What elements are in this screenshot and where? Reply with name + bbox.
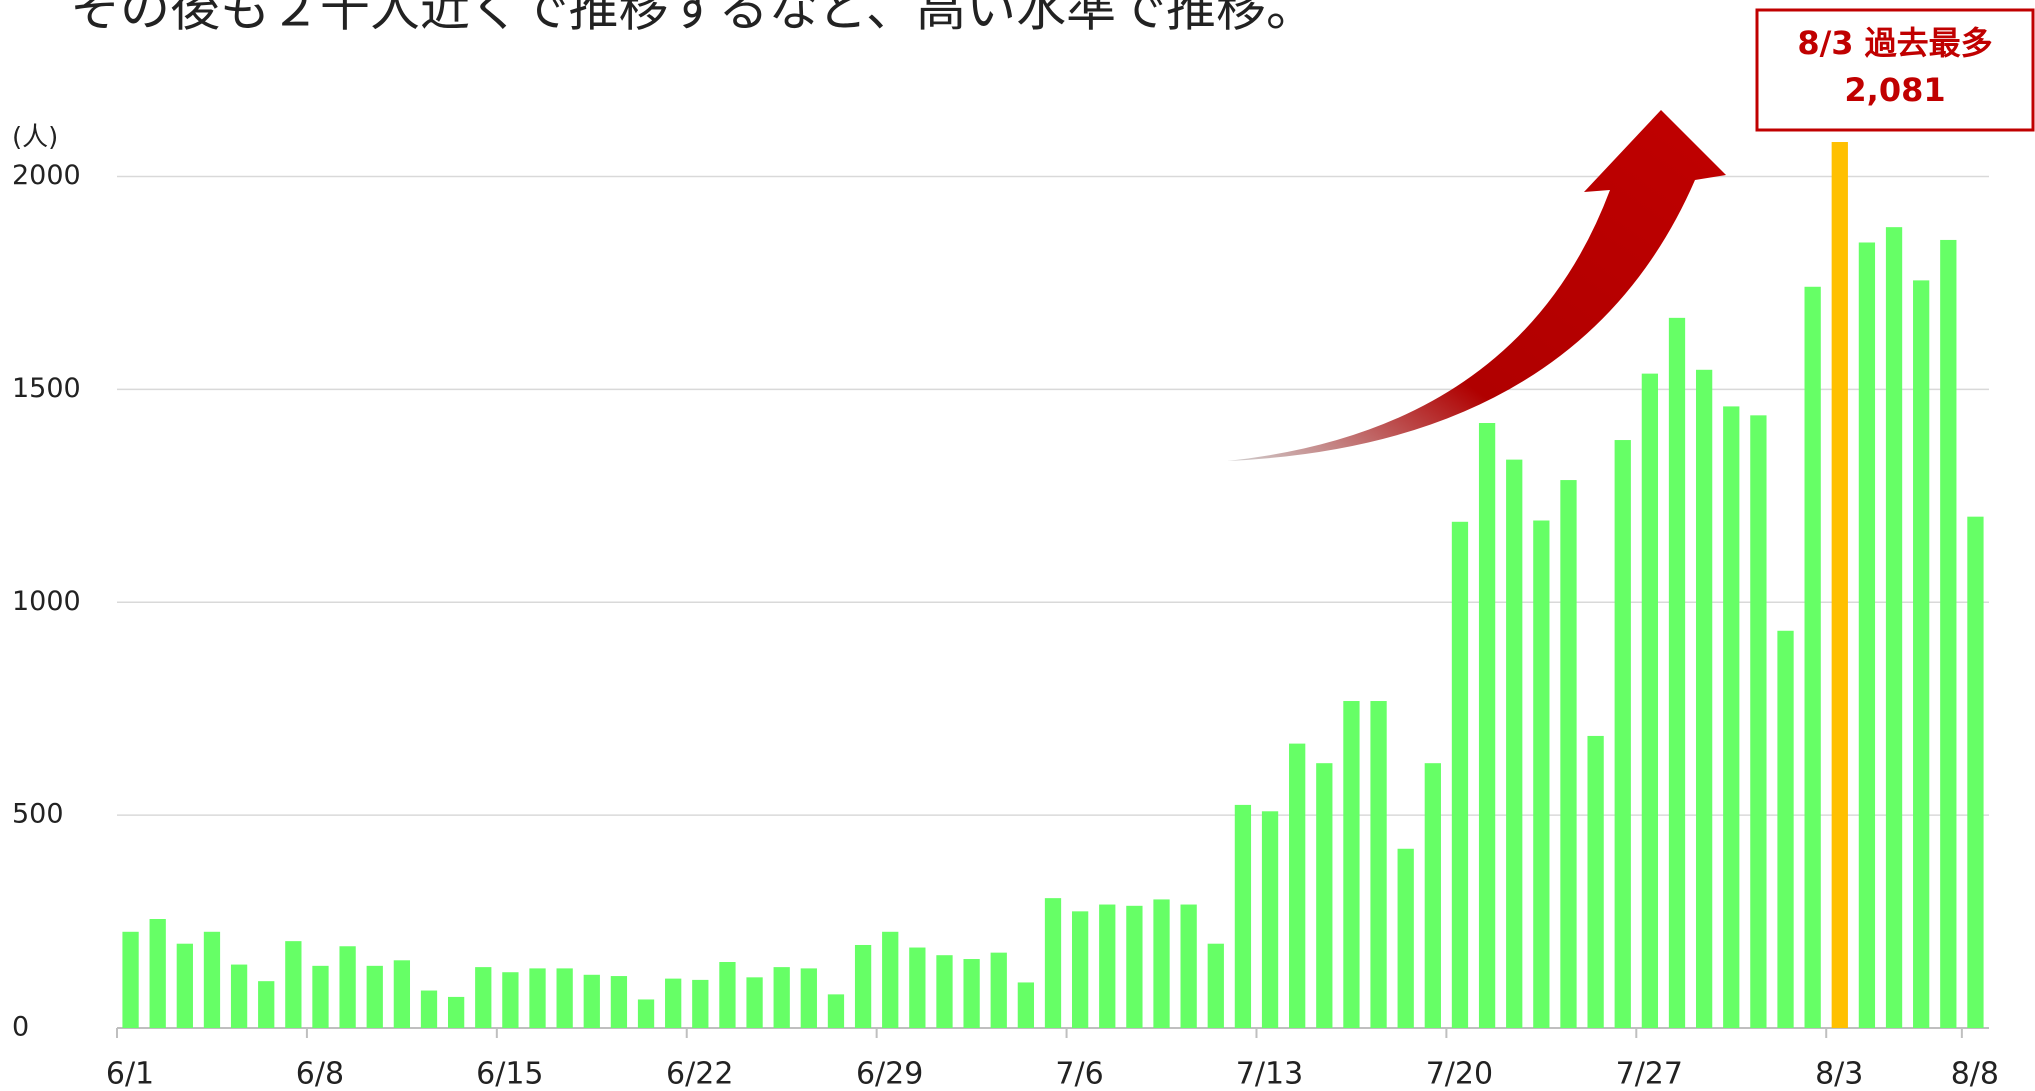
x-tick-label: 8/8 — [1951, 1057, 1999, 1091]
bar — [502, 972, 518, 1028]
bar — [1289, 744, 1305, 1028]
bar — [1777, 631, 1793, 1028]
bar — [529, 968, 545, 1028]
bar — [1262, 811, 1278, 1028]
bar — [150, 919, 166, 1028]
bar — [1370, 701, 1386, 1028]
bar — [719, 962, 735, 1028]
bar — [1560, 480, 1576, 1028]
bar — [963, 959, 979, 1028]
bar — [421, 991, 437, 1028]
bar — [448, 997, 464, 1028]
bar — [339, 946, 355, 1028]
bar — [638, 999, 654, 1028]
x-tick-label: 8/3 — [1815, 1057, 1863, 1091]
bar — [1072, 911, 1088, 1028]
y-tick-label: 500 — [12, 799, 64, 830]
bar — [1642, 374, 1658, 1028]
bar — [394, 960, 410, 1028]
chart: その後も２千人近くで推移するなど、高い水準で推移。 (人) 0 500 1000 15… — [0, 0, 2035, 1091]
bar — [1479, 423, 1495, 1028]
bar — [1533, 521, 1549, 1028]
bar — [1913, 280, 1929, 1028]
x-tick-label: 6/8 — [296, 1057, 344, 1091]
bar — [1859, 242, 1875, 1028]
bar — [1425, 763, 1441, 1028]
bar — [801, 968, 817, 1028]
bar — [258, 981, 274, 1028]
x-tick-label: 7/27 — [1616, 1057, 1683, 1091]
bar — [1696, 370, 1712, 1028]
x-tick-label: 7/20 — [1426, 1057, 1493, 1091]
y-unit: (人) — [12, 123, 58, 153]
bar — [367, 966, 383, 1028]
bar — [475, 967, 491, 1028]
bar — [692, 980, 708, 1028]
bar — [1316, 763, 1332, 1028]
x-tick-label: 6/15 — [476, 1057, 543, 1091]
bar — [909, 948, 925, 1028]
y-tick-label: 1000 — [12, 586, 81, 617]
bar — [1940, 240, 1956, 1028]
bar — [1886, 227, 1902, 1028]
bar — [1723, 406, 1739, 1028]
bar — [1832, 142, 1848, 1028]
bar — [1343, 701, 1359, 1028]
x-tick-label: 6/1 — [106, 1057, 154, 1091]
y-tick-label: 1500 — [12, 373, 81, 404]
bar — [1750, 415, 1766, 1028]
bar — [855, 945, 871, 1028]
bar — [285, 941, 301, 1028]
x-tick-label: 7/13 — [1236, 1057, 1303, 1091]
bar — [1045, 898, 1061, 1028]
bar — [122, 932, 138, 1028]
bar — [828, 994, 844, 1028]
bar — [1398, 849, 1414, 1028]
bar — [1506, 460, 1522, 1028]
x-tick-label: 6/29 — [856, 1057, 923, 1091]
bar — [936, 955, 952, 1028]
bar — [665, 979, 681, 1028]
bar — [1099, 905, 1115, 1028]
bar — [177, 944, 193, 1028]
bar — [1181, 905, 1197, 1028]
bar — [611, 976, 627, 1028]
y-tick-label: 2000 — [12, 160, 81, 191]
bar — [1153, 899, 1169, 1028]
bar — [1615, 440, 1631, 1028]
bar — [1967, 517, 1983, 1028]
annotation-value: 2,081 — [1844, 71, 1945, 109]
bar — [774, 967, 790, 1028]
y-tick-label: 0 — [12, 1012, 29, 1043]
annotation-label: 8/3 過去最多 — [1797, 24, 1992, 62]
bar — [746, 977, 762, 1028]
bar — [1587, 736, 1603, 1028]
bar — [557, 968, 573, 1028]
bar — [882, 932, 898, 1028]
bar — [1126, 906, 1142, 1028]
page: その後も２千人近くで推移するなど、高い水準で推移。 (人) 0 500 1000 15… — [0, 0, 2035, 1091]
x-tick-label: 6/22 — [666, 1057, 733, 1091]
bar — [204, 932, 220, 1028]
bar — [231, 965, 247, 1028]
bar — [1805, 287, 1821, 1028]
bar — [584, 975, 600, 1028]
bar — [312, 966, 328, 1028]
bar — [1235, 805, 1251, 1028]
bar — [1452, 522, 1468, 1028]
x-tick-label: 7/6 — [1055, 1057, 1103, 1091]
bar — [1208, 944, 1224, 1028]
bar — [1669, 318, 1685, 1028]
bar — [991, 953, 1007, 1028]
bar — [1018, 982, 1034, 1028]
chart-title: その後も２千人近くで推移するなど、高い水準で推移。 — [70, 0, 1316, 38]
